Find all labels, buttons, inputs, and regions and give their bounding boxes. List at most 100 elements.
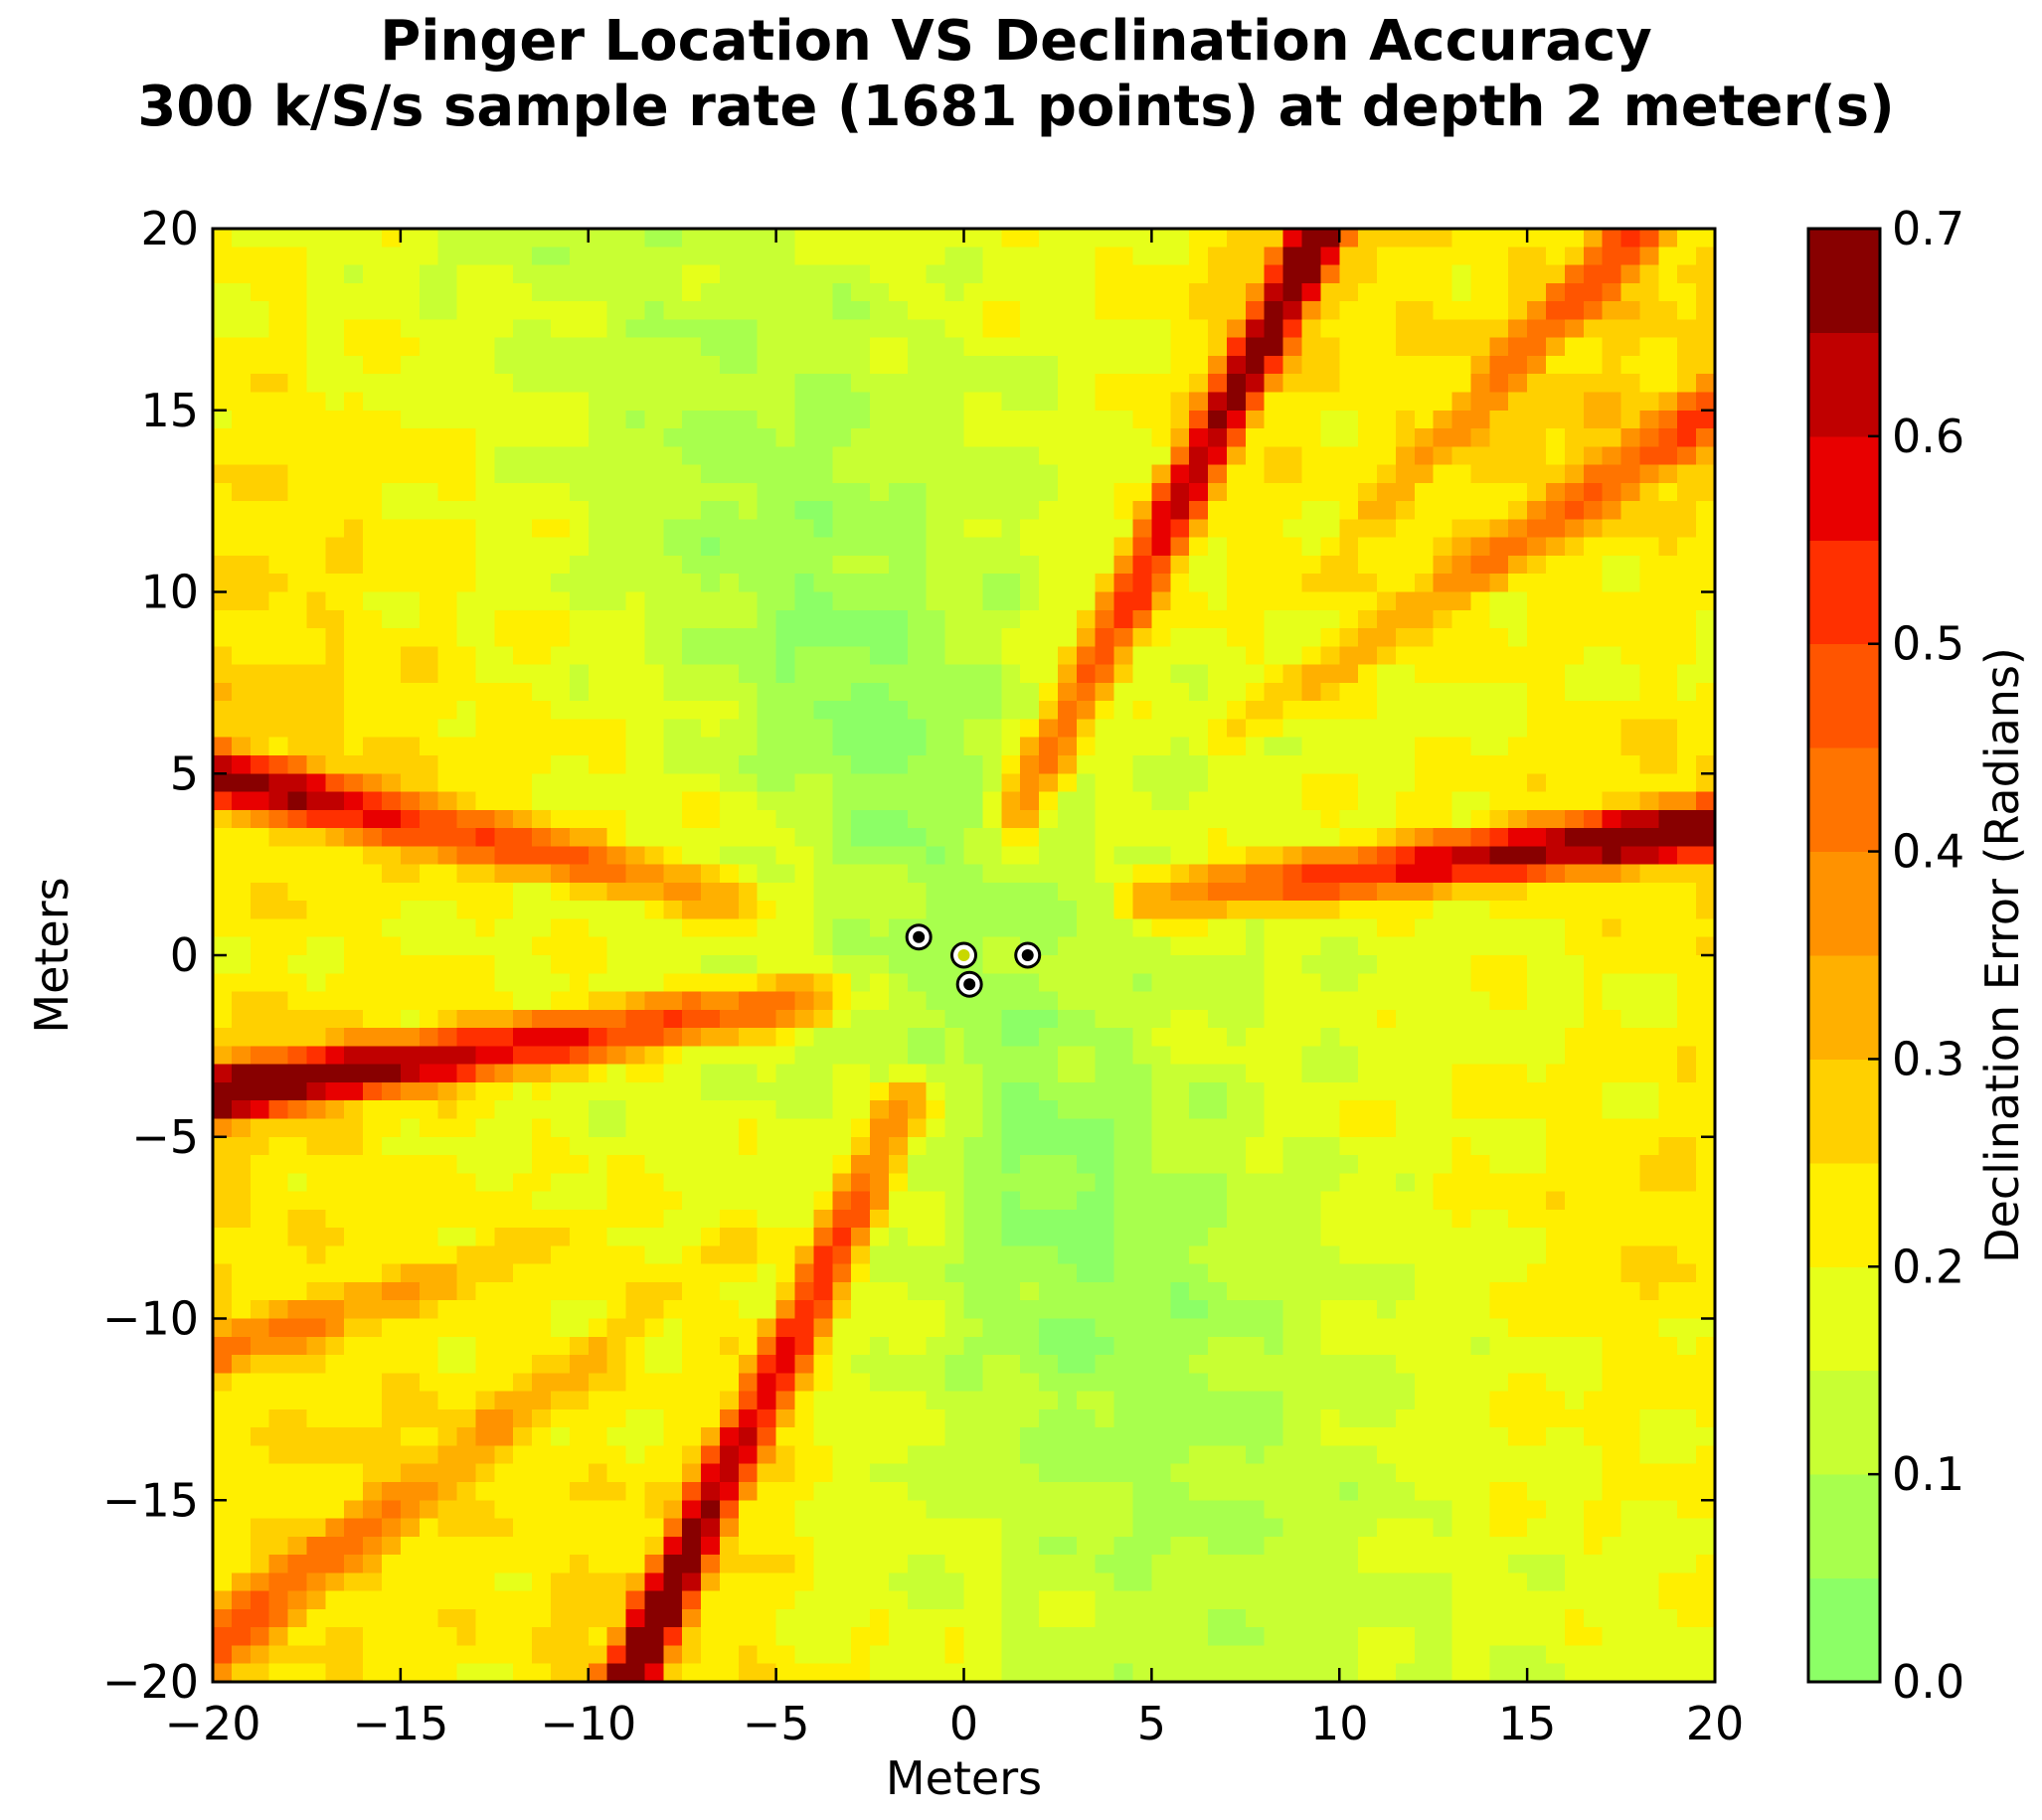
contour-cell [475, 973, 495, 993]
contour-cell [250, 1373, 270, 1393]
contour-cell [606, 1518, 627, 1538]
contour-cell [1151, 1408, 1171, 1428]
contour-cell [1170, 392, 1190, 412]
contour-cell [1282, 809, 1303, 829]
contour-cell [1151, 719, 1171, 739]
contour-cell [381, 754, 402, 774]
contour-cell [1358, 1046, 1378, 1066]
contour-cell [701, 1500, 721, 1520]
contour-cell [907, 754, 928, 774]
contour-cell [870, 1336, 890, 1356]
contour-cell [606, 1081, 627, 1101]
contour-cell [832, 1555, 852, 1573]
contour-cell [306, 628, 326, 647]
contour-cell [851, 374, 871, 394]
contour-cell [794, 1281, 814, 1301]
contour-cell [1057, 719, 1078, 739]
contour-cell [738, 1300, 759, 1320]
contour-cell [1226, 1408, 1247, 1428]
contour-cell [419, 719, 439, 739]
contour-cell [287, 1028, 308, 1047]
contour-cell [250, 1100, 270, 1120]
contour-cell [775, 1627, 796, 1647]
contour-cell [419, 1100, 439, 1120]
contour-cell [494, 864, 514, 884]
contour-cell [663, 1500, 683, 1520]
contour-cell [907, 247, 928, 266]
contour-cell [325, 1191, 345, 1211]
contour-cell [250, 1028, 270, 1047]
contour-cell [738, 1645, 759, 1665]
contour-cell [250, 337, 270, 357]
contour-cell [231, 864, 252, 884]
contour-cell [532, 609, 552, 629]
contour-cell [701, 1572, 721, 1592]
contour-cell [701, 609, 721, 629]
contour-cell [437, 1627, 458, 1647]
contour-cell [963, 1408, 983, 1428]
contour-cell [250, 609, 270, 629]
contour-cell [456, 392, 477, 412]
contour-cell [1076, 918, 1097, 938]
contour-cell [832, 1336, 852, 1356]
contour-cell [1020, 410, 1040, 429]
contour-cell [1245, 1118, 1266, 1138]
contour-cell [569, 229, 590, 248]
contour-cell [1339, 1445, 1359, 1465]
contour-cell [1170, 1572, 1190, 1592]
contour-cell [1208, 1627, 1228, 1647]
contour-cell [644, 973, 664, 993]
contour-cell [813, 1046, 833, 1066]
contour-cell [1208, 609, 1228, 629]
contour-cell [870, 1427, 890, 1447]
contour-cell [400, 973, 421, 993]
contour-cell [1377, 428, 1397, 447]
contour-cell [419, 901, 439, 920]
contour-cell [325, 1245, 345, 1265]
contour-cell [757, 1245, 777, 1265]
contour-cell [1226, 1100, 1247, 1120]
contour-cell [437, 428, 458, 447]
contour-cell [757, 1028, 777, 1047]
contour-cell [701, 1263, 721, 1283]
contour-cell [344, 374, 364, 394]
contour-cell [1245, 464, 1266, 484]
contour-cell [268, 737, 289, 756]
contour-cell [832, 628, 852, 647]
contour-cell [532, 482, 552, 502]
contour-cell [813, 1064, 833, 1083]
contour-cell [738, 1463, 759, 1483]
contour-cell [775, 1408, 796, 1428]
contour-cell [550, 301, 571, 320]
contour-cell [1132, 828, 1152, 847]
contour-cell [1264, 1263, 1284, 1283]
contour-cell [475, 1481, 495, 1501]
contour-cell [287, 754, 308, 774]
contour-cell [494, 991, 514, 1011]
contour-cell [1076, 337, 1097, 357]
contour-cell [1113, 1100, 1134, 1120]
contour-cell [1282, 846, 1303, 866]
contour-cell [550, 1427, 571, 1447]
contour-cell [775, 1136, 796, 1156]
contour-cell [982, 1028, 1002, 1047]
contour-cell [325, 1318, 345, 1338]
contour-cell [1132, 1191, 1152, 1211]
contour-cell [832, 1373, 852, 1393]
contour-cell [625, 1336, 646, 1356]
contour-cell [644, 609, 664, 629]
contour-cell [344, 628, 364, 647]
contour-cell [456, 1608, 477, 1628]
contour-cell [1282, 664, 1303, 684]
contour-cell [381, 301, 402, 320]
contour-cell [794, 973, 814, 993]
contour-cell [1320, 1500, 1340, 1520]
contour-cell [569, 1627, 590, 1647]
contour-cell [1301, 355, 1321, 375]
contour-cell [663, 1173, 683, 1193]
contour-cell [569, 646, 590, 666]
contour-cell [456, 864, 477, 884]
contour-cell [231, 682, 252, 702]
contour-cell [1264, 1408, 1284, 1428]
contour-cell [794, 1263, 814, 1283]
